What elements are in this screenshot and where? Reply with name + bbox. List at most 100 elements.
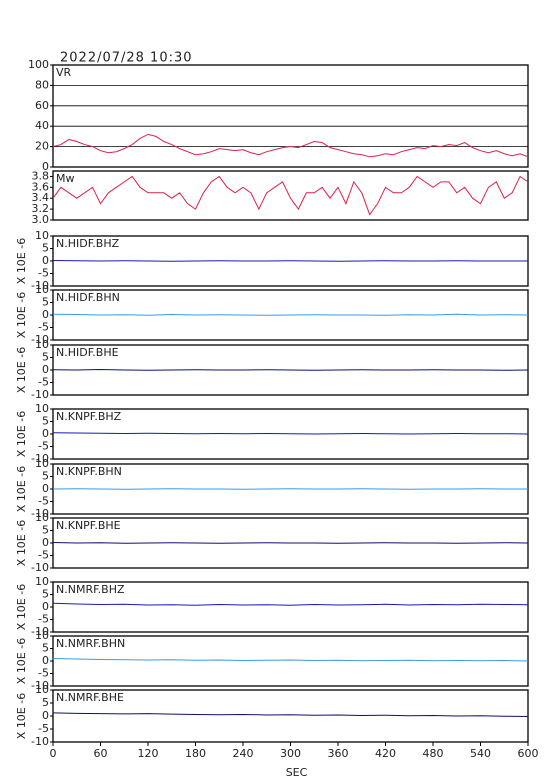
y-tick-label: -5 <box>38 613 49 626</box>
y-tick-label: 3.8 <box>32 169 50 182</box>
x-tick-label: 480 <box>423 747 444 760</box>
x-tick-label: 300 <box>280 747 301 760</box>
x-tick-label: 540 <box>470 747 491 760</box>
y-tick-label: 10 <box>35 457 49 470</box>
y-tick-label: 20 <box>35 140 49 153</box>
series-line <box>52 602 529 606</box>
panel-label: Mw <box>56 172 75 185</box>
y-tick-label: 5 <box>42 470 49 483</box>
y-tick-label: 10 <box>35 338 49 351</box>
y-axis-label: X 10E -6 <box>15 693 28 739</box>
x-tick-label: 60 <box>94 747 108 760</box>
panel-label: N.NMRF.BHE <box>56 691 124 704</box>
y-tick-label: 5 <box>42 351 49 364</box>
panel-label: N.HIDF.BHE <box>56 346 119 359</box>
y-axis-label: X 10E -6 <box>15 466 28 512</box>
y-tick-label: 5 <box>42 415 49 428</box>
y-tick-label: 3.4 <box>32 191 50 204</box>
y-tick-label: 60 <box>35 99 49 112</box>
y-tick-label: 10 <box>35 575 49 588</box>
series-line <box>52 313 529 316</box>
x-tick-label: 0 <box>50 747 57 760</box>
y-tick-label: -10 <box>31 388 49 401</box>
panel-label: N.KNPF.BHE <box>56 519 121 532</box>
y-tick-label: -10 <box>31 333 49 346</box>
panel-frame <box>52 64 529 168</box>
y-axis-label: X 10E -6 <box>15 411 28 457</box>
y-tick-label: -5 <box>38 722 49 735</box>
y-axis-label: X 10E -6 <box>15 520 28 566</box>
y-axis-label: X 10E -6 <box>15 584 28 630</box>
y-tick-label: 10 <box>35 683 49 696</box>
y-tick-label: -5 <box>38 267 49 280</box>
y-tick-label: 0 <box>42 482 49 495</box>
y-tick-label: -5 <box>38 376 49 389</box>
chart-title: 2022/07/28 10:30 <box>60 51 193 66</box>
panel-label: N.HIDF.BHZ <box>56 237 120 250</box>
y-tick-label: -5 <box>38 667 49 680</box>
y-tick-label: -5 <box>38 440 49 453</box>
y-tick-label: 100 <box>28 58 49 71</box>
y-axis-label: X 10E -6 <box>15 638 28 684</box>
y-axis-label: X 10E -6 <box>15 292 28 338</box>
panel-label: N.KNPF.BHZ <box>56 410 122 423</box>
series-line <box>52 260 528 262</box>
y-tick-label: 0 <box>42 654 49 667</box>
series-line <box>52 133 529 158</box>
x-tick-label: 600 <box>518 747 539 760</box>
y-axis-label: X 10E -6 <box>15 347 28 393</box>
y-tick-label: -5 <box>38 495 49 508</box>
x-tick-label: 240 <box>233 747 254 760</box>
series-line <box>52 175 529 216</box>
y-tick-label: -10 <box>31 279 49 292</box>
y-axis-label: X 10E -6 <box>15 238 28 284</box>
series-line <box>52 658 529 662</box>
y-tick-label: 5 <box>42 588 49 601</box>
y-tick-label: -10 <box>31 561 49 574</box>
x-tick-label: 120 <box>138 747 159 760</box>
y-tick-label: -5 <box>38 321 49 334</box>
y-tick-label: -10 <box>31 452 49 465</box>
y-tick-label: 0 <box>42 427 49 440</box>
x-tick-label: 360 <box>328 747 349 760</box>
y-tick-label: 10 <box>35 629 49 642</box>
y-tick-label: 0 <box>42 254 49 267</box>
panel-label: N.NMRF.BHZ <box>56 583 125 596</box>
y-tick-label: 10 <box>35 229 49 242</box>
panel-label: N.KNPF.BHN <box>56 465 122 478</box>
series-line <box>52 488 528 490</box>
y-tick-label: 3.2 <box>32 202 50 215</box>
y-tick-label: 0 <box>42 600 49 613</box>
y-tick-label: -10 <box>31 735 49 748</box>
y-tick-label: 10 <box>35 283 49 296</box>
y-tick-label: -10 <box>31 625 49 638</box>
series-line <box>52 368 529 371</box>
y-tick-label: 5 <box>42 296 49 309</box>
series-line <box>52 432 529 435</box>
y-tick-label: 80 <box>35 78 49 91</box>
y-tick-label: 5 <box>42 242 49 255</box>
y-tick-label: 3.0 <box>32 213 50 226</box>
series-line <box>52 542 529 544</box>
y-tick-label: -5 <box>38 549 49 562</box>
series-line <box>52 712 529 718</box>
y-tick-label: 0 <box>42 160 49 173</box>
x-axis-label: SEC <box>286 766 308 779</box>
panel-label: VR <box>56 66 72 79</box>
y-tick-label: 5 <box>42 696 49 709</box>
y-tick-label: 5 <box>42 524 49 537</box>
y-tick-label: -10 <box>31 507 49 520</box>
y-tick-label: 0 <box>42 709 49 722</box>
x-tick-label: 180 <box>185 747 206 760</box>
x-tick-label: 420 <box>375 747 396 760</box>
y-tick-label: 0 <box>42 536 49 549</box>
panel-label: N.HIDF.BHN <box>56 291 120 304</box>
y-tick-label: 0 <box>42 363 49 376</box>
panel-frame <box>52 170 529 221</box>
y-tick-label: -10 <box>31 679 49 692</box>
y-tick-label: 0 <box>42 308 49 321</box>
y-tick-label: 5 <box>42 642 49 655</box>
panel-frame <box>52 581 529 633</box>
y-tick-label: 10 <box>35 511 49 524</box>
